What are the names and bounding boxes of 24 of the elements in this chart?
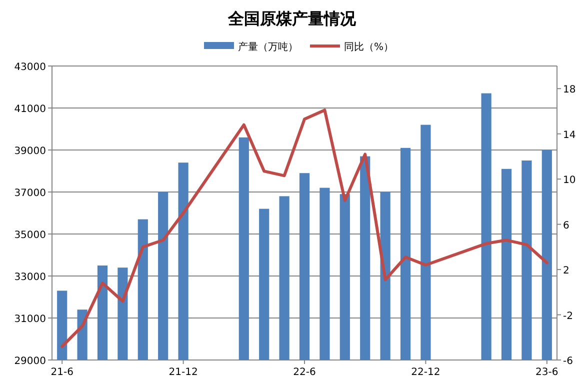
y-tick-label: 39000	[14, 146, 46, 157]
chart-title: 全国原煤产量情况	[227, 9, 357, 28]
legend-label: 产量（万吨）	[238, 41, 298, 53]
y2-tick-label: 2	[563, 266, 570, 277]
y-tick-label: 29000	[14, 356, 46, 367]
y-tick-label: 35000	[14, 230, 46, 241]
x-tick-label: 21-6	[50, 367, 74, 378]
y-tick-label: 37000	[14, 188, 46, 199]
y2-tick-label: 14	[563, 130, 576, 141]
y-tick-label: 41000	[14, 104, 46, 115]
y-tick-label: 43000	[14, 62, 46, 73]
y2-tick-label: -6	[563, 356, 573, 367]
x-tick-label: 22-12	[411, 367, 440, 378]
y2-tick-label: 6	[563, 220, 570, 232]
x-tick-label: 22-6	[293, 367, 316, 378]
y-tick-label: 33000	[14, 272, 46, 283]
y2-tick-label: 10	[563, 175, 576, 186]
y2-tick-label: -2	[563, 310, 573, 322]
x-tick-label: 23-6	[536, 367, 558, 378]
y-tick-label: 31000	[14, 314, 46, 325]
line-series	[60, 108, 548, 348]
legend-label: 同比（%）	[344, 41, 394, 53]
y2-tick-label: 18	[563, 84, 576, 96]
x-tick-label: 21-12	[168, 367, 198, 378]
